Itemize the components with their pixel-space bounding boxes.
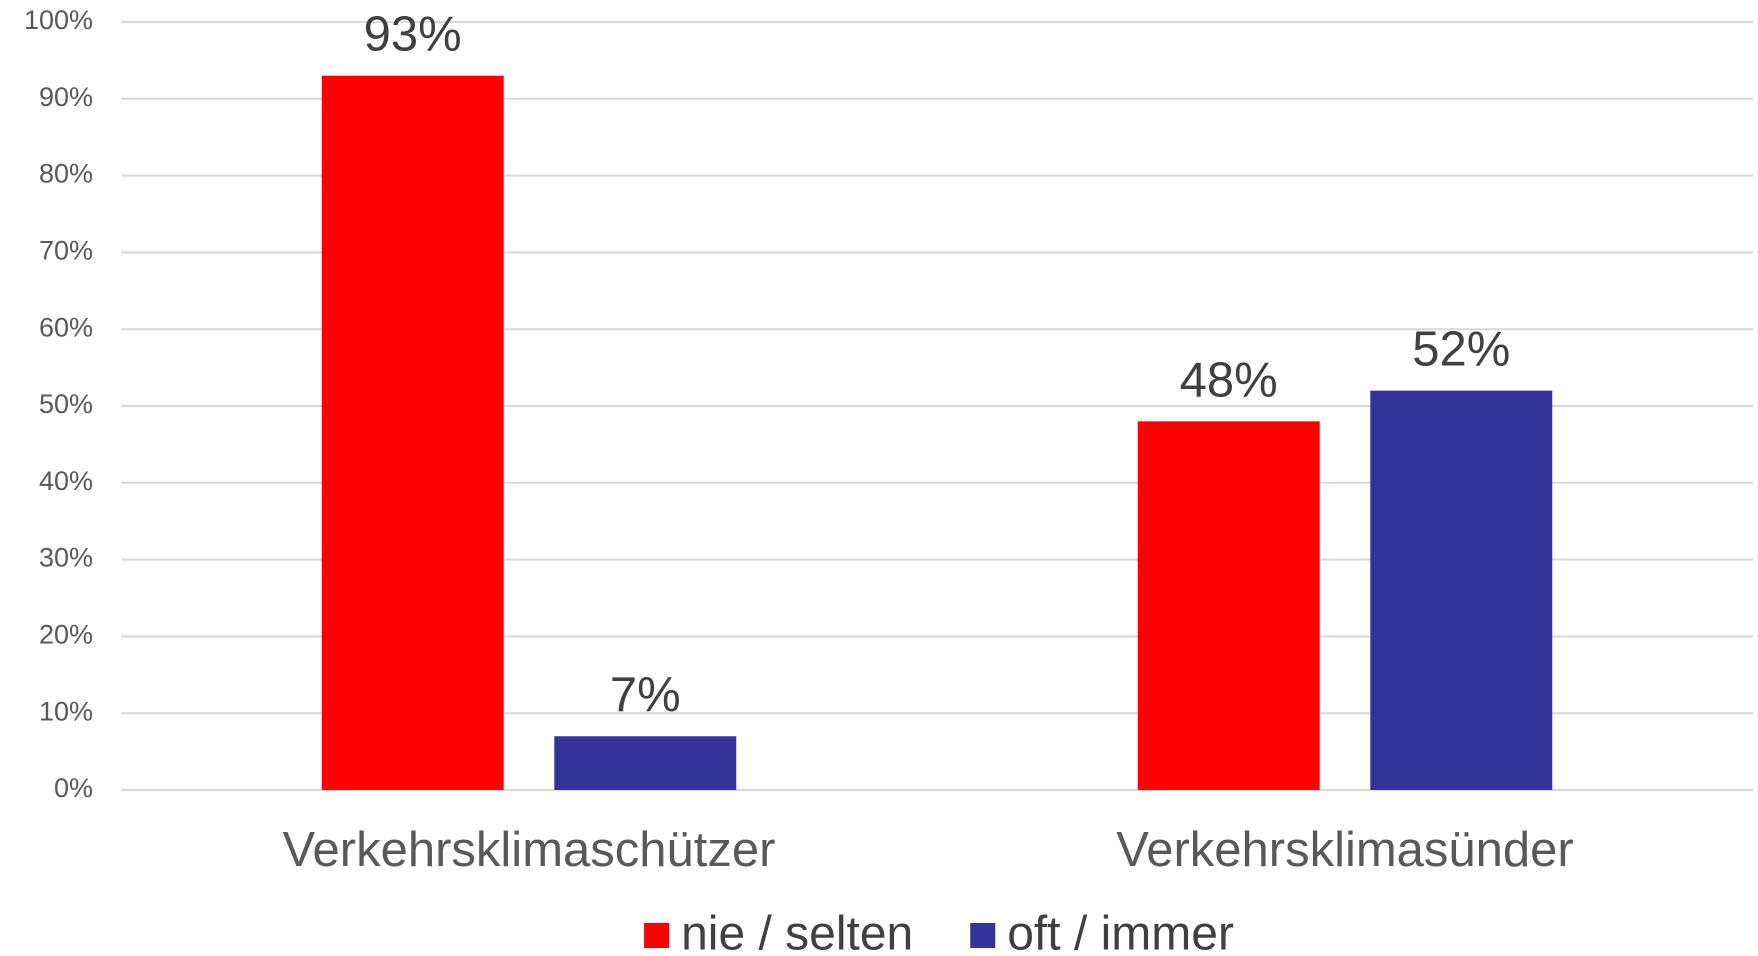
y-tick-label: 30% [39, 543, 93, 573]
y-tick-label: 50% [39, 389, 93, 419]
y-tick-label: 0% [54, 773, 93, 803]
x-tick-label: Verkehrsklimasünder [1116, 823, 1574, 877]
bar [1370, 390, 1553, 790]
x-tick-label: Verkehrsklimaschützer [283, 823, 776, 877]
legend-label: oft / immer [1007, 908, 1234, 956]
bar [321, 75, 504, 790]
legend-swatch [644, 923, 670, 948]
data-label: 48% [1180, 353, 1278, 407]
y-tick-label: 100% [24, 5, 93, 35]
y-tick-label: 60% [39, 312, 93, 342]
y-tick-label: 70% [39, 236, 93, 266]
data-label: 7% [610, 668, 681, 722]
legend-swatch [970, 923, 996, 948]
data-label: 52% [1412, 323, 1510, 377]
bar [1137, 421, 1320, 790]
y-tick-label: 90% [39, 82, 93, 112]
y-tick-label: 40% [39, 466, 93, 496]
bar [554, 736, 737, 790]
y-tick-label: 10% [39, 696, 93, 726]
legend-label: nie / selten [681, 908, 913, 956]
y-tick-label: 20% [39, 620, 93, 650]
data-label: 93% [364, 8, 462, 62]
y-tick-label: 80% [39, 159, 93, 189]
